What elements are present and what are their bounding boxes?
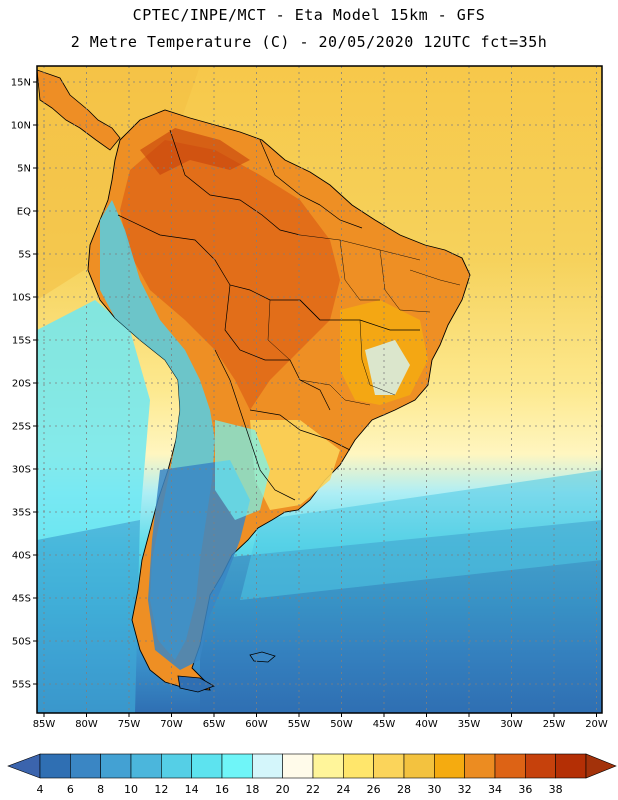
- atlantic-cool-area: [240, 470, 602, 600]
- lat-label: 20S: [12, 379, 31, 390]
- colorbar-over-arrow: [585, 753, 617, 779]
- map-subtitle: 2 Metre Temperature (C) - 20/05/2020 12U…: [70, 33, 548, 51]
- colorbar-swatch: [191, 753, 223, 779]
- northern-hot-strip: [140, 128, 250, 175]
- map-title: CPTEC/INPE/MCT - Eta Model 15km - GFS: [132, 6, 486, 24]
- colorbar-swatch: [39, 753, 71, 779]
- lat-label: 50S: [12, 637, 31, 648]
- central-america: [37, 69, 121, 151]
- colorbar-label: 24: [336, 783, 350, 796]
- lat-label: 45S: [12, 594, 31, 605]
- lat-label: 10S: [12, 293, 31, 304]
- lon-label: 75W: [118, 719, 141, 730]
- lat-label: 40S: [12, 551, 31, 562]
- colorbar-label: 6: [67, 783, 74, 796]
- lat-label: 25S: [12, 422, 31, 433]
- colorbar-swatch: [373, 753, 405, 779]
- colorbar-label: 12: [154, 783, 168, 796]
- map-frame: [36, 65, 603, 714]
- pacific-cool-area: [37, 300, 150, 540]
- lat-label: EQ: [17, 207, 31, 218]
- colorbar-label: 18: [245, 783, 259, 796]
- lon-label: 50W: [330, 719, 353, 730]
- colorbar: 4 6 8 10 12 14 16 18 20 22 24 26 28 30 32 34 36 38: [7, 753, 617, 796]
- colorbar-label: 28: [397, 783, 411, 796]
- lat-label: 5S: [18, 250, 31, 261]
- state-borders: [267, 234, 461, 406]
- colorbar-swatch: [130, 753, 162, 779]
- highland-cool-area: [365, 340, 410, 395]
- lon-label: 45W: [373, 719, 396, 730]
- lat-label: 5N: [17, 164, 31, 175]
- colorbar-label: 14: [185, 783, 199, 796]
- lon-label: 25W: [543, 719, 566, 730]
- lon-label: 85W: [33, 719, 56, 730]
- colorbar-swatch: [100, 753, 132, 779]
- colorbar-label: 38: [549, 783, 563, 796]
- lat-label: 35S: [12, 508, 31, 519]
- colorbar-label: 26: [367, 783, 381, 796]
- colorbar-label: 8: [97, 783, 104, 796]
- south-brazil-area: [250, 420, 340, 510]
- colorbar-swatch: [555, 753, 587, 779]
- map-panel: [37, 66, 602, 713]
- colorbar-under-arrow: [7, 753, 41, 779]
- colorbar-swatch: [221, 753, 253, 779]
- colorbar-swatch: [525, 753, 556, 779]
- patagonia-cold: [148, 460, 250, 670]
- lon-label: 55W: [288, 719, 311, 730]
- lat-label: 30S: [12, 465, 31, 476]
- colorbar-label: 30: [427, 783, 441, 796]
- pacific-cold-area: [37, 520, 140, 713]
- country-borders: [117, 129, 420, 501]
- lat-label: 15N: [11, 78, 31, 89]
- lon-label: 40W: [415, 719, 438, 730]
- lat-label: 55S: [12, 680, 31, 691]
- colorbar-label: 16: [215, 783, 229, 796]
- colorbar-swatch: [434, 753, 465, 779]
- lon-label: 20W: [585, 719, 608, 730]
- lon-label: 35W: [458, 719, 481, 730]
- lat-label: 10N: [11, 121, 31, 132]
- lon-label: 80W: [75, 719, 98, 730]
- colorbar-label: 36: [518, 783, 532, 796]
- colorbar-swatch: [494, 753, 526, 779]
- lon-label: 65W: [203, 719, 226, 730]
- graticule: [37, 66, 602, 713]
- colorbar-swatch: [252, 753, 283, 779]
- colorbar-swatch: [464, 753, 496, 779]
- colorbar-label: 4: [37, 783, 44, 796]
- colorbar-swatch: [161, 753, 192, 779]
- lon-label: 70W: [160, 719, 183, 730]
- colorbar-swatch: [343, 753, 374, 779]
- colorbar-label: 20: [276, 783, 290, 796]
- hot-interior: [120, 140, 340, 410]
- lon-label: 60W: [245, 719, 268, 730]
- colorbar-label: 10: [124, 783, 138, 796]
- lon-label: 30W: [500, 719, 523, 730]
- colorbar-swatch: [282, 753, 314, 779]
- colorbar-swatch: [70, 753, 101, 779]
- colorbar-swatch: [312, 753, 344, 779]
- tierra-del-fuego: [177, 675, 215, 693]
- colorbar-label: 32: [458, 783, 472, 796]
- colorbar-label: 34: [488, 783, 502, 796]
- colorbar-swatch: [403, 753, 435, 779]
- lat-label: 15S: [12, 336, 31, 347]
- colorbar-label: 22: [306, 783, 320, 796]
